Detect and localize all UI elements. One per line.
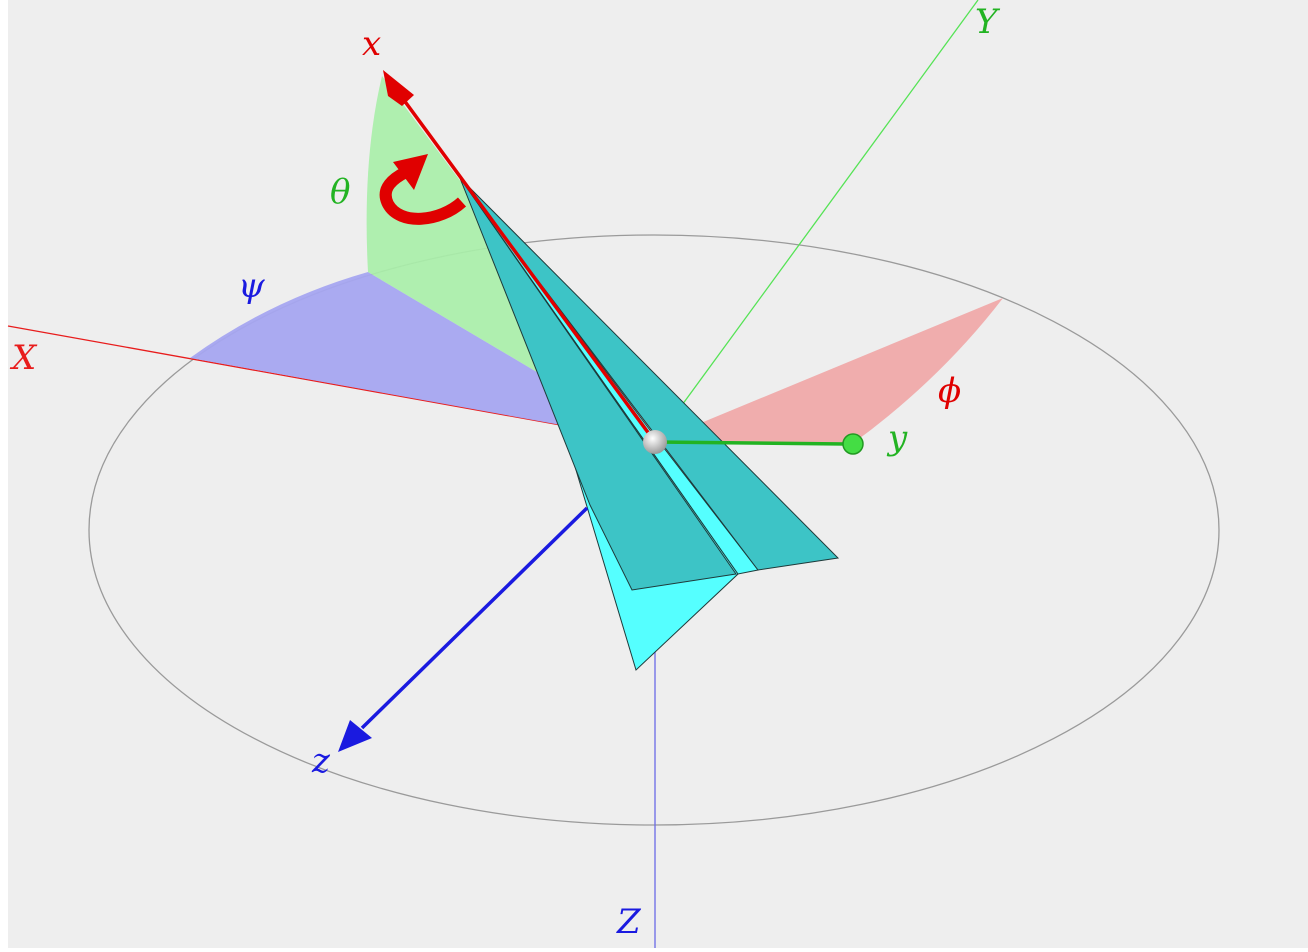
body-x-label: x [362,24,381,64]
curved-rotation-arrow-icon [379,154,467,225]
phi-label: ϕ [938,371,961,411]
body-x-arrowhead [383,70,414,106]
horizon-circle [88,234,1220,826]
world-Y-axis [654,0,979,443]
phi-sector [655,298,1003,444]
body-y-arrowhead [842,433,864,455]
body-z-arrowhead [338,720,372,752]
plane-right-wing [459,177,840,571]
psi-label: ψ [238,266,265,306]
body-z-axis [360,506,589,730]
theta-label: θ [330,172,350,212]
body-z-label: z [311,741,331,781]
psi-sector [190,272,655,442]
body-x-axis [396,90,657,444]
world-Y-label: Y [975,2,1001,42]
sphere-icon [643,430,667,454]
body-y-label: y [886,418,908,458]
world-Z-label: Z [616,902,642,942]
world-X-label: X [9,338,38,378]
world-X-axis [7,325,656,443]
body-y-axis [654,440,847,446]
